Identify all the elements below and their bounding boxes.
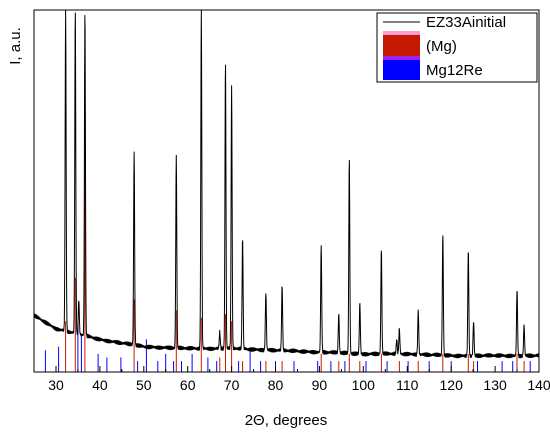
x-tick-label: 30 (48, 377, 64, 393)
x-tick-label: 40 (92, 377, 108, 393)
legend-key-mg12re (383, 58, 420, 80)
series-mg-reference-lines (65, 147, 525, 372)
legend-key-mg-highlight (383, 31, 420, 35)
y-axis-title: I, a.u. (7, 27, 24, 65)
legend-key-mg12re-highlight (383, 56, 420, 60)
legend: EZ33Ainitial (Mg) Mg12Re (376, 12, 538, 83)
legend-key-mg (383, 34, 420, 56)
x-tick-label: 60 (180, 377, 196, 393)
x-axis-title: 2Θ, degrees (245, 412, 328, 429)
series-layer (33, 9, 540, 372)
x-tick-label: 120 (440, 377, 464, 393)
series-mg12re-reference-lines (44, 324, 531, 372)
x-tick-label: 80 (268, 377, 284, 393)
series-ez33ainitial-line (33, 9, 540, 359)
plot-frame (33, 9, 540, 373)
x-tick-label: 90 (312, 377, 328, 393)
legend-label-ez33ainitial: EZ33Ainitial (426, 14, 506, 31)
legend-label-mg: (Mg) (426, 38, 457, 55)
x-tick-label: 70 (224, 377, 240, 393)
x-tick-label: 110 (396, 377, 419, 393)
x-tick-label: 50 (136, 377, 152, 393)
x-tick-label: 140 (527, 377, 550, 393)
legend-label-mg12re: Mg12Re (426, 62, 483, 79)
x-tick-label: 100 (352, 377, 376, 393)
x-axis: 30 40 50 60 70 80 90 100 110 120 130 140 (33, 366, 550, 393)
x-tick-label: 130 (483, 377, 507, 393)
